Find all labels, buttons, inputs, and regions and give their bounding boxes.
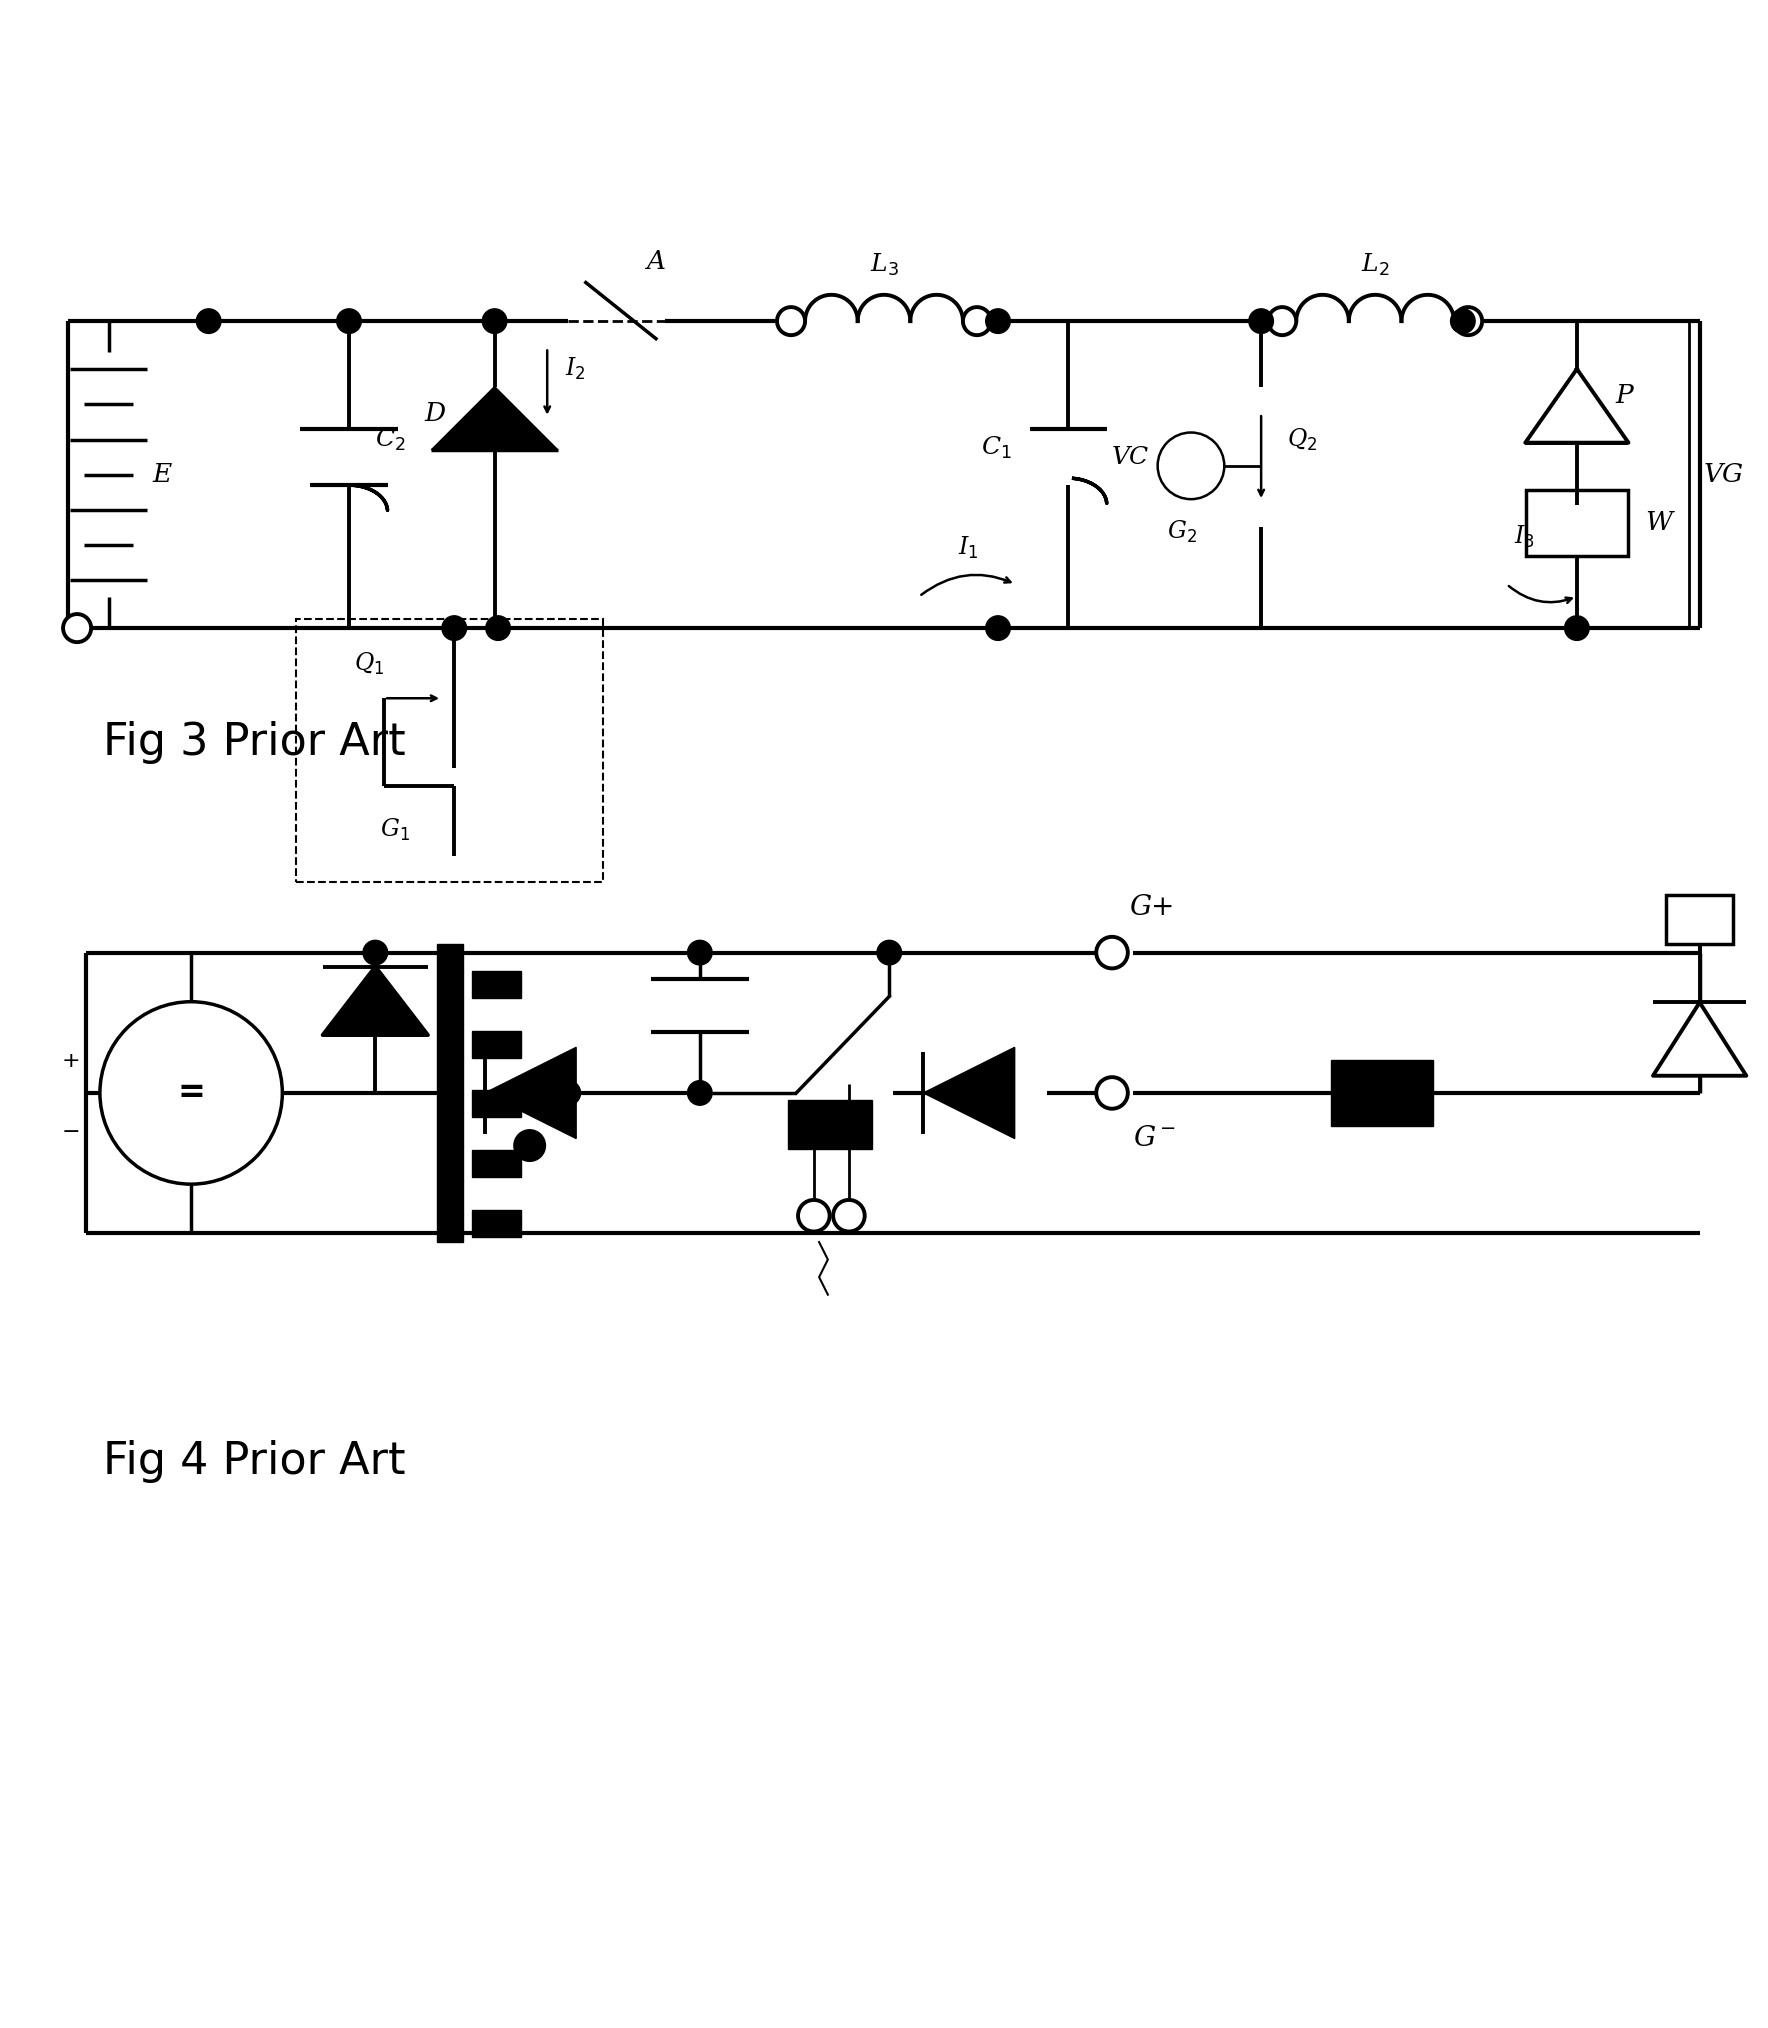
Circle shape bbox=[964, 306, 992, 335]
Bar bbox=[1665, 894, 1733, 943]
Polygon shape bbox=[1526, 369, 1628, 442]
Circle shape bbox=[362, 941, 387, 965]
Circle shape bbox=[1248, 308, 1273, 333]
Circle shape bbox=[688, 1081, 713, 1105]
Polygon shape bbox=[484, 1046, 576, 1138]
Bar bbox=[472, 1030, 522, 1059]
Polygon shape bbox=[923, 1046, 1015, 1138]
Circle shape bbox=[64, 614, 92, 643]
Circle shape bbox=[776, 306, 804, 335]
Circle shape bbox=[688, 941, 713, 965]
Bar bbox=[472, 1209, 522, 1237]
Circle shape bbox=[833, 1201, 865, 1231]
Bar bbox=[472, 971, 522, 998]
Circle shape bbox=[987, 308, 1010, 333]
Circle shape bbox=[101, 1002, 283, 1184]
Bar bbox=[437, 943, 463, 1241]
Text: C$_2$: C$_2$ bbox=[375, 426, 407, 452]
Text: +: + bbox=[62, 1051, 81, 1071]
Circle shape bbox=[514, 1130, 546, 1162]
Circle shape bbox=[1268, 306, 1296, 335]
Text: Fig 3 Prior Art: Fig 3 Prior Art bbox=[103, 720, 407, 765]
Text: P: P bbox=[1616, 383, 1634, 408]
Text: A: A bbox=[647, 249, 665, 274]
Bar bbox=[472, 1091, 522, 1117]
Circle shape bbox=[1453, 306, 1482, 335]
Text: Q$_2$: Q$_2$ bbox=[1287, 426, 1317, 452]
Text: G$^-$: G$^-$ bbox=[1133, 1124, 1176, 1152]
Circle shape bbox=[1096, 937, 1128, 969]
Circle shape bbox=[1565, 617, 1589, 641]
Circle shape bbox=[797, 1201, 829, 1231]
Text: W: W bbox=[1646, 511, 1673, 535]
Polygon shape bbox=[431, 387, 557, 450]
Text: E: E bbox=[152, 462, 171, 487]
Circle shape bbox=[483, 308, 507, 333]
Text: G$_2$: G$_2$ bbox=[1167, 519, 1197, 546]
Text: G+: G+ bbox=[1130, 894, 1176, 921]
Circle shape bbox=[1096, 1077, 1128, 1109]
Text: L$_2$: L$_2$ bbox=[1361, 251, 1390, 278]
Text: =: = bbox=[177, 1077, 205, 1109]
Text: VG: VG bbox=[1703, 462, 1743, 487]
Circle shape bbox=[1450, 308, 1475, 333]
Bar bbox=[1331, 1059, 1434, 1126]
Circle shape bbox=[442, 617, 467, 641]
Bar bbox=[787, 1099, 872, 1150]
Text: I$_2$: I$_2$ bbox=[564, 357, 585, 383]
Bar bbox=[1526, 489, 1628, 556]
Circle shape bbox=[877, 941, 902, 965]
Circle shape bbox=[336, 308, 361, 333]
Polygon shape bbox=[324, 967, 428, 1034]
Circle shape bbox=[987, 617, 1010, 641]
Text: C$_1$: C$_1$ bbox=[981, 436, 1011, 462]
Circle shape bbox=[1158, 432, 1223, 499]
Circle shape bbox=[486, 617, 511, 641]
Circle shape bbox=[555, 1081, 580, 1105]
Text: I$_3$: I$_3$ bbox=[1513, 523, 1535, 550]
Polygon shape bbox=[1653, 1002, 1747, 1075]
Text: Fig 4 Prior Art: Fig 4 Prior Art bbox=[103, 1440, 407, 1482]
Text: Q$_1$: Q$_1$ bbox=[354, 651, 384, 677]
Text: L$_3$: L$_3$ bbox=[870, 251, 898, 278]
Text: −: − bbox=[62, 1121, 81, 1142]
Text: D: D bbox=[424, 402, 446, 426]
Bar bbox=[472, 1150, 522, 1176]
Text: I$_1$: I$_1$ bbox=[958, 535, 979, 560]
Circle shape bbox=[196, 308, 221, 333]
Text: G$_1$: G$_1$ bbox=[380, 817, 410, 844]
Text: VC: VC bbox=[1112, 446, 1149, 468]
